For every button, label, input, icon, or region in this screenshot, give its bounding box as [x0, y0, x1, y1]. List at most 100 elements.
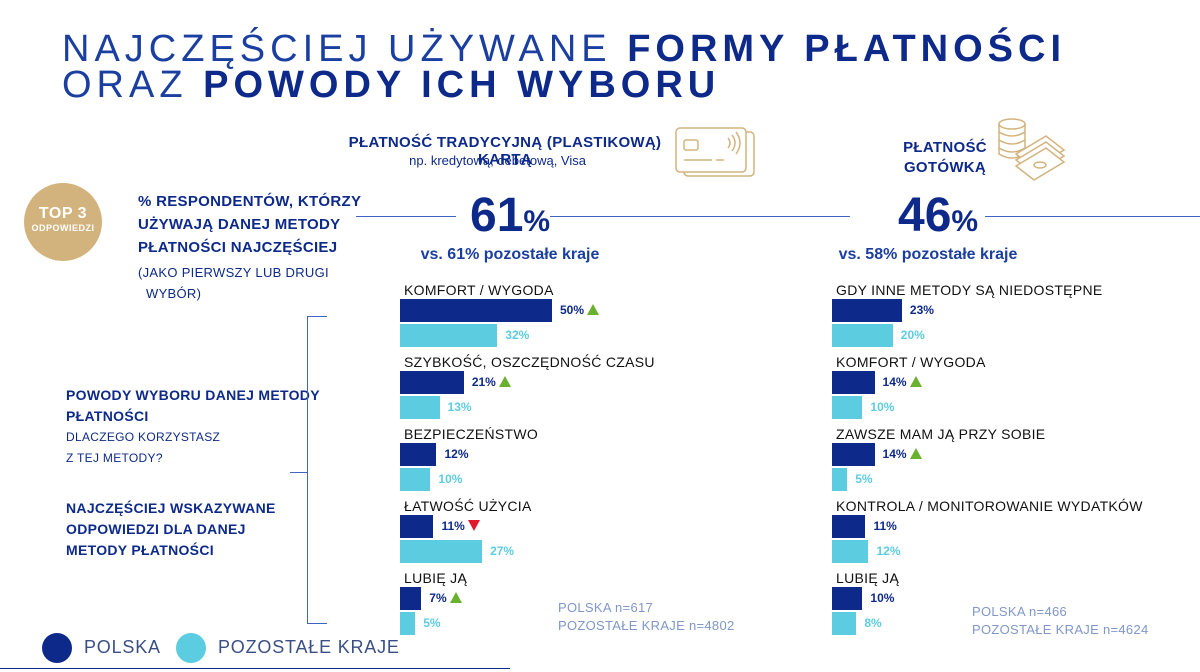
- card-share: 61%: [470, 188, 550, 243]
- bar-pozostale: [400, 540, 483, 563]
- bar-pozostale: [832, 612, 857, 635]
- reasons-sub-2: Z TEJ METODY?: [66, 451, 163, 465]
- value-text: 14%: [882, 375, 907, 389]
- category-label: LUBIĘ JĄ: [836, 570, 900, 586]
- title-part-bold: FORMY PŁATNOŚCI: [627, 28, 1067, 70]
- value-label-pozostale: 32%: [505, 328, 529, 342]
- card-divider-right: [550, 216, 850, 217]
- bar-pozostale: [400, 324, 498, 347]
- category-label: KOMFORT / WYGODA: [404, 282, 554, 298]
- card-divider-left: [356, 216, 456, 217]
- bar-polska: [832, 299, 902, 322]
- value-label-polska: 21%: [472, 375, 511, 389]
- card-subheading: np. kredytową, debetową, Visa: [409, 153, 586, 168]
- reasons-sub-1: DLACZEGO KORZYSTASZ: [66, 430, 221, 444]
- category-label: SZYBKOŚĆ, OSZCZĘDNOŚĆ CZASU: [404, 354, 655, 370]
- cash-sample-pozostale: POZOSTAŁE KRAJE n=4624: [972, 622, 1149, 637]
- trend-down-icon: [467, 520, 480, 531]
- cash-heading: PŁATNOŚĆ GOTÓWKĄ: [895, 138, 995, 178]
- bar-pozostale: [832, 540, 869, 563]
- bar-pozostale: [400, 468, 431, 491]
- bar-polska: [400, 299, 552, 322]
- bar-polska: [832, 587, 863, 610]
- value-text: 10%: [870, 591, 895, 605]
- bar-pozostale: [832, 396, 863, 419]
- bracket-bottom-tick: [307, 623, 327, 624]
- value-text: 5%: [855, 472, 873, 486]
- value-text: 12%: [876, 544, 901, 558]
- cash-divider-right: [985, 216, 1200, 217]
- bar-polska: [832, 371, 875, 394]
- bar-pozostale: [400, 396, 440, 419]
- card-share-number: 61: [470, 189, 524, 242]
- category-label: KONTROLA / MONITOROWANIE WYDATKÓW: [836, 498, 1143, 514]
- title-part-regular: NAJCZĘŚCIEJ UŻYWANE: [62, 28, 628, 70]
- value-text: 7%: [429, 591, 447, 605]
- legend-pozostale-swatch: [176, 633, 206, 663]
- bracket-vertical-line: [307, 316, 308, 624]
- top-answers-line-2: ODPOWIEDZI DLA DANEJ: [66, 521, 246, 537]
- metric-description: % RESPONDENTÓW, KTÓRZY UŻYWAJĄ DANEJ MET…: [138, 190, 361, 259]
- card-vs-text: vs. 61% pozostałe kraje: [420, 246, 600, 263]
- category-label: ŁATWOŚĆ UŻYCIA: [404, 498, 532, 514]
- cash-sample-sizes: POLSKA n=466 POZOSTAŁE KRAJE n=4624: [972, 603, 1149, 639]
- value-label-pozostale: 8%: [864, 616, 881, 630]
- category-label: LUBIĘ JĄ: [404, 570, 468, 586]
- legend-polska-label: POLSKA: [84, 637, 161, 657]
- value-text: 50%: [560, 303, 585, 317]
- bar-pozostale: [400, 612, 416, 635]
- value-label-polska: 11%: [441, 519, 480, 533]
- cash-heading-line-1: PŁATNOŚĆ: [903, 139, 987, 156]
- cash-vs-text: vs. 58% pozostałe kraje: [838, 246, 1018, 263]
- cash-reasons-chart: GDY INNE METODY SĄ NIEDOSTĘPNE 23% 20% KOMF…: [832, 280, 1142, 640]
- value-text: 21%: [471, 375, 496, 389]
- bar-polska: [400, 515, 434, 538]
- trend-up-icon: [587, 304, 600, 315]
- value-text: 20%: [900, 328, 925, 342]
- title-part-bold: POWODY ICH WYBORU: [203, 64, 721, 106]
- legend-polska-swatch: [42, 633, 72, 663]
- value-label-polska: 10%: [870, 591, 894, 605]
- value-label-polska: 23%: [910, 303, 934, 317]
- metric-line-1: % RESPONDENTÓW, KTÓRZY: [138, 193, 362, 210]
- reasons-line-1: POWODY WYBORU DANEJ METODY: [66, 387, 320, 403]
- card-sample-pozostale: POZOSTAŁE KRAJE n=4802: [558, 618, 735, 633]
- card-reasons-chart: KOMFORT / WYGODA 50% 32% SZYBKOŚĆ, OSZCZĘDN…: [400, 280, 700, 640]
- bar-pozostale: [832, 468, 848, 491]
- card-share-unit: %: [523, 205, 551, 238]
- page-title-line-2: ORAZ POWODY ICH WYBORU: [62, 64, 720, 107]
- value-label-pozostale: 27%: [490, 544, 514, 558]
- top3-badge: TOP 3 ODPOWIEDZI: [24, 183, 102, 261]
- trend-up-icon: [449, 592, 462, 603]
- bar-polska: [400, 443, 437, 466]
- trend-up-icon: [909, 376, 922, 387]
- value-text: 5%: [423, 616, 441, 630]
- badge-line-1: TOP 3: [38, 205, 88, 222]
- card-heading: PŁATNOŚĆ TRADYCYJNĄ (PLASTIKOWĄ) KARTĄ: [348, 134, 662, 168]
- value-label-pozostale: 10%: [870, 400, 894, 414]
- value-text: 12%: [444, 447, 469, 461]
- bracket-pointer: [290, 472, 308, 473]
- reasons-description: POWODY WYBORU DANEJ METODY PŁATNOŚCI DLA…: [66, 385, 320, 469]
- value-label-pozostale: 5%: [423, 616, 440, 630]
- metric-line-3: PŁATNOŚCI NAJCZĘŚCIEJ: [138, 239, 338, 256]
- value-label-pozostale: 20%: [901, 328, 925, 342]
- top-answers-line-1: NAJCZĘŚCIEJ WSKAZYWANE: [66, 500, 276, 516]
- value-text: 13%: [447, 400, 472, 414]
- category-label: BEZPIECZEŃSTWO: [404, 426, 539, 442]
- bracket-top-tick: [307, 316, 327, 317]
- trend-up-icon: [498, 376, 511, 387]
- cash-coins-icon: [998, 118, 1066, 181]
- value-text: 8%: [864, 616, 882, 630]
- value-text: 10%: [870, 400, 895, 414]
- cash-share-unit: %: [951, 205, 979, 238]
- cash-share-number: 46: [898, 189, 952, 242]
- category-label: KOMFORT / WYGODA: [836, 354, 986, 370]
- legend-pozostale-label: POZOSTAŁE KRAJE: [218, 637, 400, 657]
- category-label: GDY INNE METODY SĄ NIEDOSTĘPNE: [836, 282, 1103, 298]
- badge-line-2: ODPOWIEDZI: [31, 223, 95, 233]
- value-label-pozostale: 13%: [448, 400, 472, 414]
- top-answers-line-3: METODY PŁATNOŚCI: [66, 542, 214, 558]
- value-label-polska: 11%: [873, 519, 896, 533]
- reasons-line-2: PŁATNOŚCI: [66, 408, 149, 424]
